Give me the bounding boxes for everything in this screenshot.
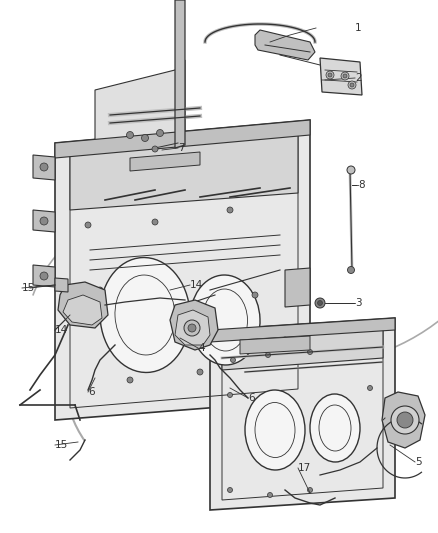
Circle shape xyxy=(40,217,48,225)
Circle shape xyxy=(85,222,91,228)
Circle shape xyxy=(367,385,372,391)
Circle shape xyxy=(341,72,349,80)
Text: 1: 1 xyxy=(355,23,362,33)
Circle shape xyxy=(127,377,133,383)
Polygon shape xyxy=(382,392,425,448)
Polygon shape xyxy=(255,30,315,60)
Polygon shape xyxy=(210,318,395,510)
Text: 14: 14 xyxy=(190,280,203,290)
Polygon shape xyxy=(130,152,200,171)
Circle shape xyxy=(282,337,288,343)
Circle shape xyxy=(152,146,158,152)
Polygon shape xyxy=(175,310,210,345)
Circle shape xyxy=(152,219,158,225)
Circle shape xyxy=(391,406,419,434)
Text: 6: 6 xyxy=(248,393,254,403)
Text: 4: 4 xyxy=(198,343,205,353)
Polygon shape xyxy=(320,58,362,95)
Circle shape xyxy=(347,266,354,273)
Circle shape xyxy=(156,130,163,136)
Circle shape xyxy=(227,392,233,398)
Polygon shape xyxy=(240,336,310,354)
Text: 7: 7 xyxy=(178,143,185,153)
Circle shape xyxy=(318,301,322,305)
Circle shape xyxy=(227,488,233,492)
Text: 2: 2 xyxy=(355,73,362,83)
Polygon shape xyxy=(55,278,68,292)
Polygon shape xyxy=(170,300,218,350)
Circle shape xyxy=(188,324,196,332)
Text: 15: 15 xyxy=(55,440,68,450)
Circle shape xyxy=(350,83,354,87)
Circle shape xyxy=(141,134,148,141)
Circle shape xyxy=(97,287,103,293)
Polygon shape xyxy=(55,120,310,420)
Polygon shape xyxy=(95,60,185,148)
Ellipse shape xyxy=(245,390,305,470)
Circle shape xyxy=(307,488,312,492)
Circle shape xyxy=(252,292,258,298)
Polygon shape xyxy=(210,318,395,342)
Polygon shape xyxy=(63,295,102,325)
Circle shape xyxy=(307,350,312,354)
Polygon shape xyxy=(222,328,383,370)
Circle shape xyxy=(197,369,203,375)
Circle shape xyxy=(328,73,332,77)
Polygon shape xyxy=(33,265,55,287)
Circle shape xyxy=(40,272,48,280)
Polygon shape xyxy=(33,210,55,232)
Ellipse shape xyxy=(190,275,260,365)
Polygon shape xyxy=(285,268,310,307)
Polygon shape xyxy=(175,0,185,148)
Polygon shape xyxy=(55,120,310,158)
Circle shape xyxy=(127,132,134,139)
Text: 3: 3 xyxy=(355,298,362,308)
Circle shape xyxy=(184,320,200,336)
Text: 8: 8 xyxy=(358,180,364,190)
Ellipse shape xyxy=(100,257,190,373)
Text: 15: 15 xyxy=(22,283,35,293)
Polygon shape xyxy=(33,155,55,180)
Circle shape xyxy=(347,166,355,174)
Circle shape xyxy=(326,71,334,79)
Circle shape xyxy=(227,207,233,213)
Circle shape xyxy=(265,352,271,358)
Circle shape xyxy=(315,298,325,308)
Circle shape xyxy=(397,412,413,428)
Text: 6: 6 xyxy=(88,387,95,397)
Circle shape xyxy=(348,81,356,89)
Circle shape xyxy=(343,74,347,78)
Circle shape xyxy=(230,358,236,362)
Text: 17: 17 xyxy=(298,463,311,473)
Circle shape xyxy=(40,163,48,171)
Polygon shape xyxy=(70,130,298,210)
Text: 5: 5 xyxy=(415,457,422,467)
Polygon shape xyxy=(58,282,108,328)
Circle shape xyxy=(268,492,272,497)
Ellipse shape xyxy=(310,394,360,462)
Text: 14: 14 xyxy=(55,325,68,335)
